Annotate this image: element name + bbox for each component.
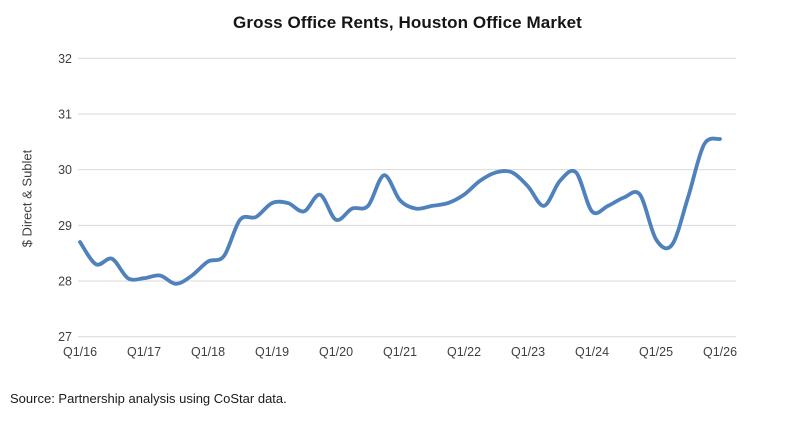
y-tick-label: 28 [58,275,72,289]
rent-series-line [78,136,722,286]
y-tick-label: 30 [58,163,72,177]
source-note: Source: Partnership analysis using CoSta… [10,391,287,406]
x-tick-label: Q1/18 [191,345,225,359]
chart-title: Gross Office Rents, Houston Office Marke… [233,13,582,32]
x-tick-label: Q1/22 [447,345,481,359]
x-tick-label: Q1/20 [319,345,353,359]
x-tick-label: Q1/25 [639,345,673,359]
x-tick-label: Q1/19 [255,345,289,359]
x-tick-label: Q1/17 [127,345,161,359]
x-tick-label: Q1/24 [575,345,609,359]
y-tick-label: 29 [58,219,72,233]
x-tick-label: Q1/21 [383,345,417,359]
x-tick-label: Q1/16 [63,345,97,359]
y-tick-label: 31 [58,107,72,121]
y-tick-label: 27 [58,330,72,344]
x-tick-label: Q1/23 [511,345,545,359]
y-tick-label: 32 [58,52,72,66]
x-tick-label: Q1/26 [703,345,737,359]
